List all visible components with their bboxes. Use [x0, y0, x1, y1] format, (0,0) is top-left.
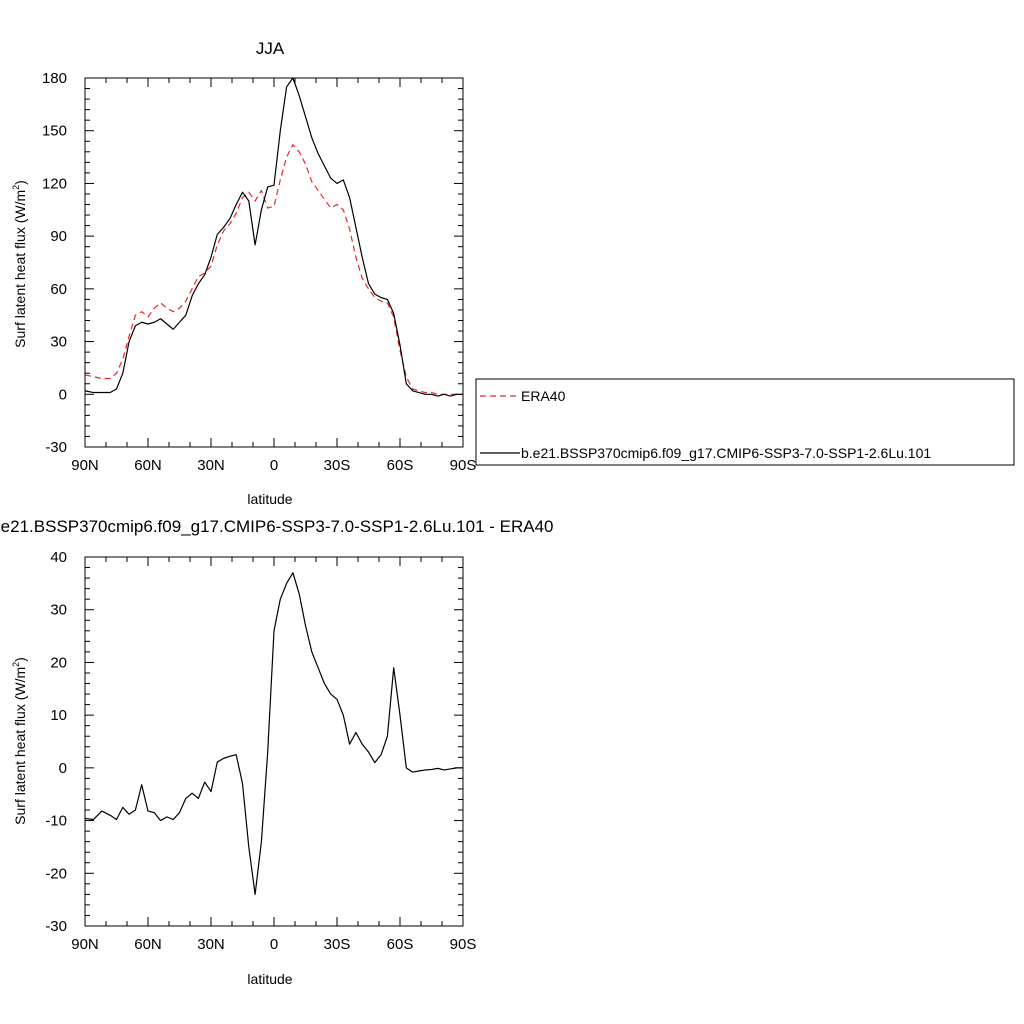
top-y-axis-label-sup: 2 — [11, 185, 21, 190]
series-line — [84, 77, 463, 397]
x-tick-label: 0 — [270, 457, 278, 474]
top-x-tick-labels: 90N 60N 30N 0 30S 60S 90S — [71, 457, 476, 474]
y-tick-label: 30 — [50, 602, 67, 619]
bottom-y-axis-label: Surf latent heat flux (W/m2) — [11, 657, 28, 825]
y-tick-label: -30 — [45, 918, 67, 935]
x-tick-label: 60S — [387, 457, 414, 474]
x-tick-label: 60N — [134, 936, 162, 953]
x-tick-label: 30S — [324, 457, 351, 474]
bottom-series-lines — [84, 572, 463, 895]
y-tick-label: 150 — [42, 123, 67, 140]
bottom-x-axis-label: latitude — [247, 971, 292, 987]
y-tick-label: 60 — [50, 281, 67, 298]
x-tick-label: 30N — [197, 457, 225, 474]
top-x-axis-label: latitude — [247, 491, 292, 507]
y-tick-label: 10 — [50, 707, 67, 724]
legend-box — [475, 378, 1015, 466]
top-plot-frame — [84, 77, 464, 448]
x-tick-label: 90N — [71, 936, 99, 953]
y-tick-label: 180 — [42, 70, 67, 87]
y-tick-label: -20 — [45, 865, 67, 882]
y-tick-label: 0 — [59, 386, 67, 403]
y-tick-label: 20 — [50, 654, 67, 671]
x-tick-label: 60N — [134, 457, 162, 474]
x-tick-label: 90S — [450, 936, 477, 953]
legend-label-model: b.e21.BSSP370cmip6.f09_g17.CMIP6-SSP3-7.… — [521, 445, 931, 461]
bottom-chart-title: b.e21.BSSP370cmip6.f09_g17.CMIP6-SSP3-7.… — [0, 517, 554, 536]
bottom-panel: b.e21.BSSP370cmip6.f09_g17.CMIP6-SSP3-7.… — [0, 517, 554, 987]
series-line — [84, 572, 463, 895]
x-tick-label: 90S — [450, 457, 477, 474]
top-chart-title: JJA — [256, 39, 285, 58]
x-tick-label: 60S — [387, 936, 414, 953]
bottom-y-tick-labels: -30 -20 -10 0 10 20 30 40 — [45, 549, 67, 935]
bottom-y-axis-label-main: Surf latent heat flux (W/m — [12, 667, 28, 825]
x-tick-label: 30N — [197, 936, 225, 953]
y-tick-label: 40 — [50, 549, 67, 566]
bottom-ticks — [84, 556, 464, 927]
bottom-plot-frame — [84, 556, 464, 927]
top-y-tick-labels: -30 0 30 60 90 120 150 180 — [42, 70, 67, 456]
y-tick-label: 30 — [50, 334, 67, 351]
top-y-axis-label-main: Surf latent heat flux (W/m — [12, 190, 28, 348]
x-tick-label: 90N — [71, 457, 99, 474]
top-y-axis-label-close: ) — [12, 180, 28, 185]
top-ticks — [84, 77, 464, 448]
x-tick-label: 0 — [270, 936, 278, 953]
top-series-lines — [84, 77, 463, 397]
legend-label-era40: ERA40 — [521, 388, 566, 404]
y-tick-label: 120 — [42, 175, 67, 192]
y-tick-label: -10 — [45, 813, 67, 830]
y-tick-label: -30 — [45, 439, 67, 456]
y-tick-label: 90 — [50, 228, 67, 245]
legend: ERA40 b.e21.BSSP370cmip6.f09_g17.CMIP6-S… — [475, 378, 1015, 466]
top-y-axis-label: Surf latent heat flux (W/m2) — [11, 180, 28, 348]
x-tick-label: 30S — [324, 936, 351, 953]
bottom-x-tick-labels: 90N 60N 30N 0 30S 60S 90S — [71, 936, 476, 953]
bottom-y-axis-label-sup: 2 — [11, 662, 21, 667]
top-panel: JJA 90N 60N 30N 0 30S 60S 90S -30 0 30 60 90 120 150… — [11, 39, 1015, 507]
y-tick-label: 0 — [59, 760, 67, 777]
bottom-y-axis-label-close: ) — [12, 657, 28, 662]
